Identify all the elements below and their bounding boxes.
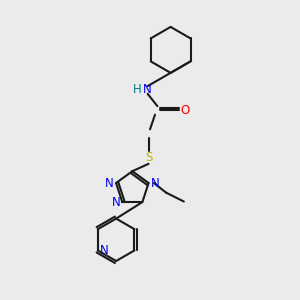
Text: N: N xyxy=(105,176,114,190)
Text: S: S xyxy=(145,151,152,164)
Text: O: O xyxy=(181,104,190,117)
Text: N: N xyxy=(111,196,120,208)
Text: N: N xyxy=(143,83,152,96)
Text: N: N xyxy=(151,176,159,190)
Text: N: N xyxy=(100,244,109,257)
Text: H: H xyxy=(133,83,142,96)
